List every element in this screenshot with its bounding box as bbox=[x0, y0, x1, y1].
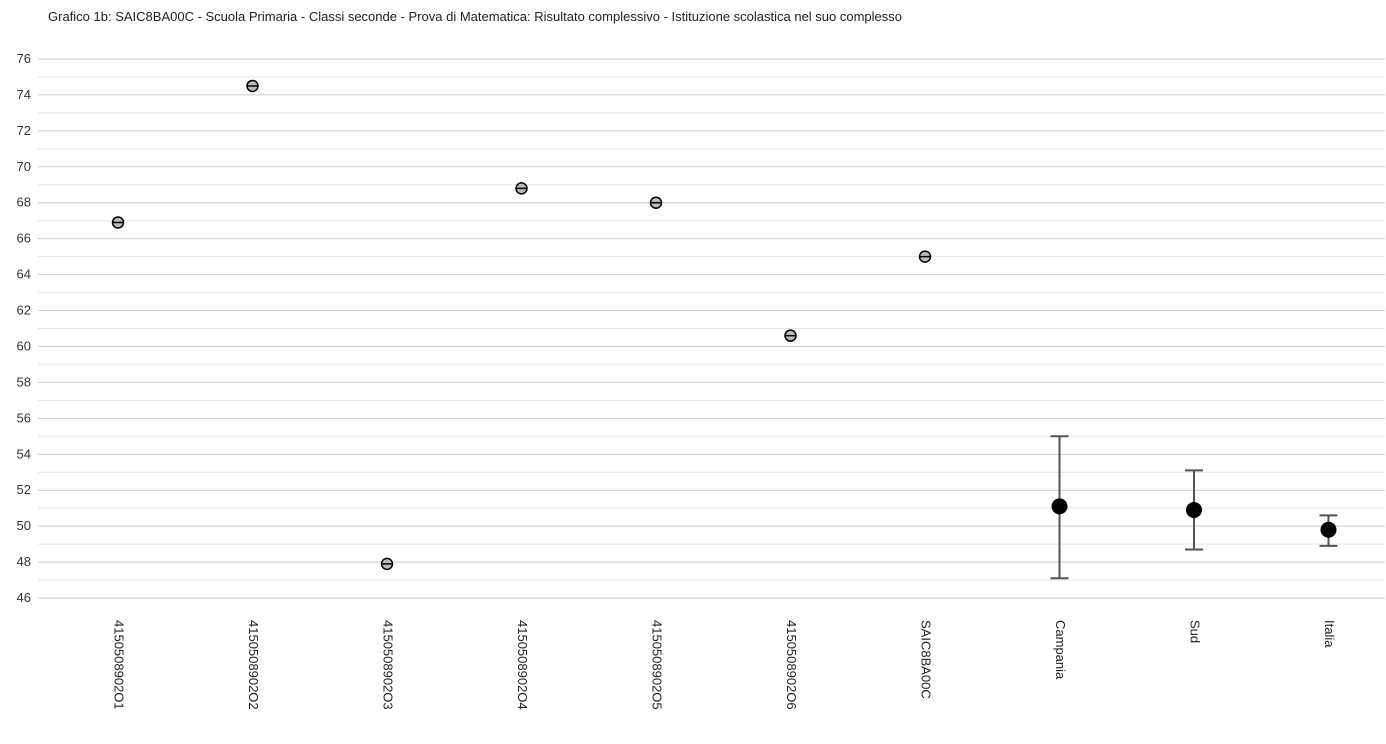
y-tick-label: 48 bbox=[17, 554, 31, 569]
y-tick-label: 74 bbox=[17, 87, 31, 102]
x-tick-label: 4150508902O1 bbox=[112, 620, 127, 710]
y-tick-label: 66 bbox=[17, 231, 31, 246]
y-tick-label: 56 bbox=[17, 410, 31, 425]
y-tick-label: 50 bbox=[17, 518, 31, 533]
x-axis-labels: 4150508902O1 4150508902O2 4150508902O3 4150… bbox=[112, 620, 1338, 710]
x-tick-label: Sud bbox=[1188, 620, 1203, 643]
x-tick-label: 4150508902O2 bbox=[246, 620, 261, 710]
y-tick-label: 60 bbox=[17, 338, 31, 353]
y-tick-label: 46 bbox=[17, 590, 31, 605]
y-tick-label: 62 bbox=[17, 303, 31, 318]
x-tick-label: 4150508902O4 bbox=[515, 620, 530, 710]
y-tick-label: 54 bbox=[17, 446, 31, 461]
grid bbox=[38, 58, 1385, 599]
data-point bbox=[1186, 501, 1202, 518]
x-tick-label: Campania bbox=[1053, 620, 1068, 680]
y-tick-label: 68 bbox=[17, 195, 31, 210]
x-tick-label: Italia bbox=[1322, 620, 1337, 648]
y-tick-label: 64 bbox=[17, 267, 31, 282]
y-tick-label: 72 bbox=[17, 123, 31, 138]
y-axis-ticks: 46 48 50 52 54 56 58 60 62 64 66 68 70 72 74 76 bbox=[17, 51, 31, 605]
x-tick-label: 4150508902O3 bbox=[381, 620, 396, 710]
y-tick-label: 52 bbox=[17, 482, 31, 497]
x-tick-label: 4150508902O5 bbox=[650, 620, 665, 710]
data-point bbox=[1051, 498, 1068, 515]
y-tick-label: 70 bbox=[17, 159, 31, 174]
y-tick-label: 58 bbox=[17, 374, 31, 389]
y-tick-label: 76 bbox=[17, 51, 31, 66]
chart-title: Grafico 1b: SAIC8BA00C - Scuola Primaria… bbox=[48, 9, 903, 24]
data-points bbox=[111, 79, 1337, 571]
x-tick-label: SAIC8BA00C bbox=[919, 620, 934, 699]
data-point bbox=[1320, 521, 1337, 538]
x-tick-label: 4150508902O6 bbox=[784, 620, 799, 710]
